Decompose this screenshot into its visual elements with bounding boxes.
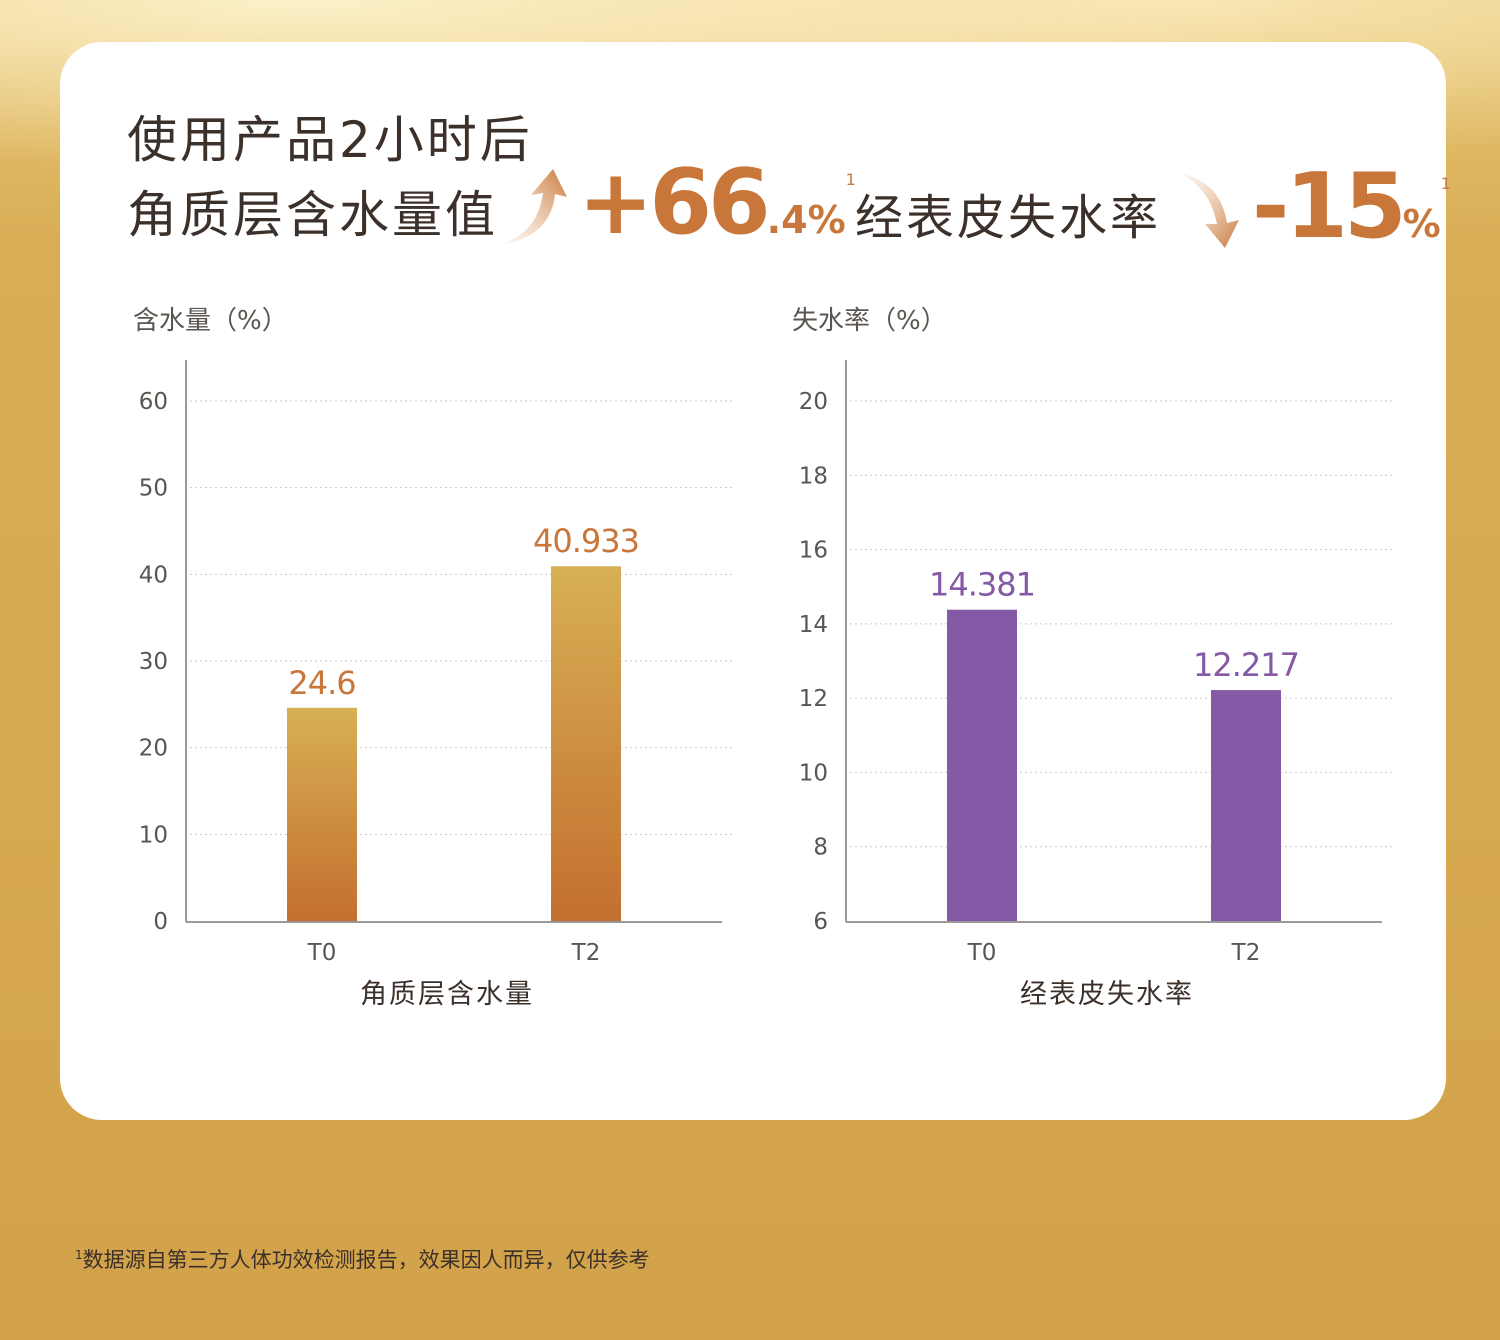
decrease-figure: -15%1 — [1252, 162, 1451, 252]
chart1-ytick-label: 0 — [153, 909, 168, 935]
chart2-ytick-label: 20 — [799, 389, 828, 415]
chart2-xtick-label: T2 — [1231, 940, 1261, 966]
arrow-down-icon — [1180, 173, 1239, 248]
chart1-ytick-label: 40 — [139, 562, 168, 588]
chart2-ylabel: 失水率（%） — [792, 306, 947, 336]
chart2-ytick-label: 8 — [813, 835, 828, 861]
content-card — [60, 42, 1446, 1120]
footnote: 1数据源自第三方人体功效检测报告，效果因人而异，仅供参考 — [75, 1244, 650, 1274]
increase-decimal: .4 — [766, 198, 808, 242]
chart1-ytick-label: 50 — [139, 476, 168, 502]
chart2-data-label: 12.217 — [1193, 646, 1299, 684]
chart2-xtick-label: T0 — [967, 940, 997, 966]
chart2-ytick-label: 18 — [799, 463, 828, 489]
footnote-mark: 1 — [75, 1248, 83, 1262]
arrow-up-icon — [500, 169, 567, 245]
chart1-xtick-label: T0 — [307, 940, 337, 966]
chart2-data-label: 14.381 — [929, 566, 1035, 604]
increase-sign: + — [578, 150, 653, 255]
chart1-ytick-label: 10 — [139, 822, 168, 848]
chart1-bar-t0 — [287, 707, 357, 921]
decrease-unit: % — [1402, 202, 1441, 246]
decrease-sign: - — [1252, 154, 1289, 259]
decrease-value: 15 — [1285, 154, 1406, 259]
chart1-ytick-label: 30 — [139, 649, 168, 675]
chart1-data-label: 40.933 — [533, 522, 639, 560]
chart2-ytick-label: 14 — [799, 612, 828, 638]
chart2-xlabel: 经表皮失水率 — [1020, 979, 1194, 1010]
chart1-bar-t2 — [551, 566, 621, 921]
headline-line1: 使用产品2小时后 — [127, 111, 533, 169]
chart2-ytick-label: 16 — [799, 538, 828, 564]
chart1-ytick-label: 20 — [139, 736, 168, 762]
chart2-bar-t0 — [947, 609, 1017, 921]
increase-note: 1 — [845, 170, 856, 189]
headline-line2: 角质层含水量值 — [127, 186, 498, 244]
footnote-text: 数据源自第三方人体功效检测报告，效果因人而异，仅供参考 — [82, 1248, 650, 1272]
increase-figure: +66.4%1 — [578, 158, 856, 248]
chart1-data-label: 24.6 — [288, 664, 355, 702]
increase-unit: % — [807, 198, 846, 242]
chart2-ytick-label: 12 — [799, 686, 828, 712]
decrease-note: 1 — [1440, 174, 1451, 193]
chart1-xtick-label: T2 — [571, 940, 601, 966]
headline-line3: 经表皮失水率 — [855, 190, 1162, 246]
chart1-ytick-label: 60 — [139, 389, 168, 415]
chart1-xlabel: 角质层含水量 — [360, 979, 534, 1010]
chart2-bar-t2 — [1211, 690, 1281, 921]
chart1-ylabel: 含水量（%） — [133, 306, 288, 336]
chart2-ytick-label: 6 — [813, 909, 828, 935]
chart2-ytick-label: 10 — [799, 760, 828, 786]
increase-value: 66 — [649, 150, 770, 255]
